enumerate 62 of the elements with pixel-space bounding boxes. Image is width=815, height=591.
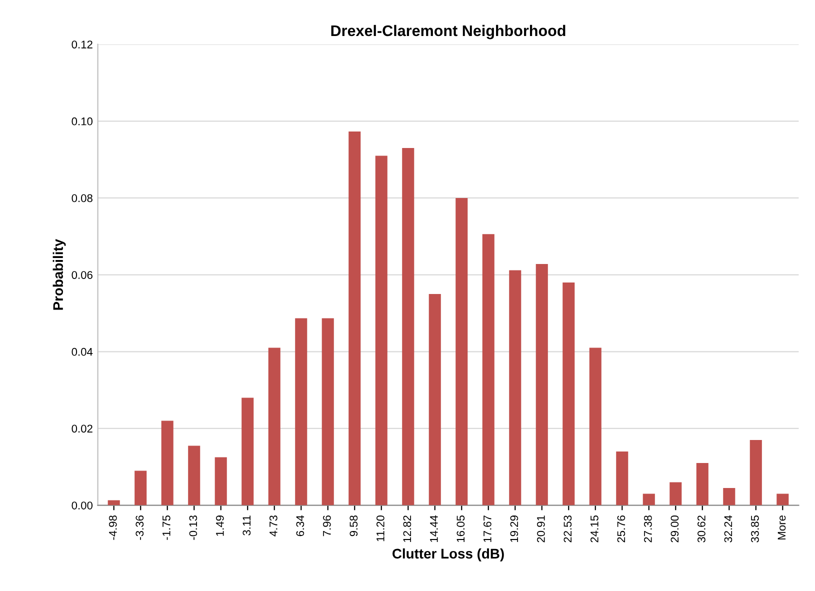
x-tick-label: 16.05 [456,515,465,542]
y-tick-label: 0.04 [72,348,93,356]
y-tick-label: 0.02 [72,424,92,433]
bar [562,282,575,506]
bar [134,470,147,506]
x-tick-label: 33.85 [751,515,759,542]
x-tick-label: -3.36 [136,516,144,540]
bar [268,348,280,506]
x-axis-title: Clutter Loss (dB) [392,548,504,562]
x-tick-label: -1.75 [162,515,170,540]
x-tick-label: 1.49 [216,516,224,536]
x-tick-label: 9.58 [350,516,358,536]
y-tick-label: 0.10 [72,117,93,126]
x-tick-label: -0.13 [189,516,198,540]
x-tick-label: 14.44 [430,515,438,542]
x-tick-label: 30.62 [698,516,706,542]
bar [295,318,308,506]
x-tick-label: 17.67 [483,516,492,542]
x-tick-label: 19.29 [510,516,518,542]
y-tick-label: 0.08 [72,194,92,202]
x-tick-label: 25.76 [617,516,626,542]
x-tick-label: 6.34 [296,515,304,536]
x-tick-label: -4.98 [108,516,117,540]
bar [696,463,708,506]
bar [188,446,200,506]
y-axis-title: Probability [52,239,66,310]
bar [375,156,388,506]
x-tick-label: 29.00 [670,515,679,542]
bar [589,348,602,506]
x-tick-label: 7.96 [322,516,331,536]
bar [536,264,548,506]
bar [670,482,682,506]
bar [322,318,334,506]
y-tick-label: 0.12 [72,40,92,48]
bar [161,420,174,506]
x-tick-label: 3.11 [242,516,251,536]
y-tick-label: 0.06 [72,271,92,279]
x-tick-label: 12.82 [403,516,412,542]
bar [348,132,361,506]
bar [242,398,254,506]
x-tick-label: 32.24 [724,515,732,542]
x-tick-label: 22.53 [564,516,572,542]
bar [456,198,468,506]
bar [482,234,494,506]
x-tick-label: 11.20 [376,515,384,542]
x-tick-label: 27.38 [644,516,652,542]
y-tick-label: 0.00 [72,502,93,510]
bar [723,488,736,506]
chart-title: Drexel-Claremont Neighborhood [331,24,566,40]
bar [776,494,789,506]
bar [509,270,522,506]
bar [402,148,414,506]
x-tick-label: 4.73 [269,516,278,536]
bar [642,494,655,506]
bar [108,500,120,506]
x-tick-label: More [778,516,786,540]
bar [750,440,762,506]
x-tick-label: 20.91 [536,516,545,542]
x-tick-label: 24.15 [590,515,598,542]
bar [428,294,441,506]
bar [214,457,227,506]
bar [616,452,628,506]
